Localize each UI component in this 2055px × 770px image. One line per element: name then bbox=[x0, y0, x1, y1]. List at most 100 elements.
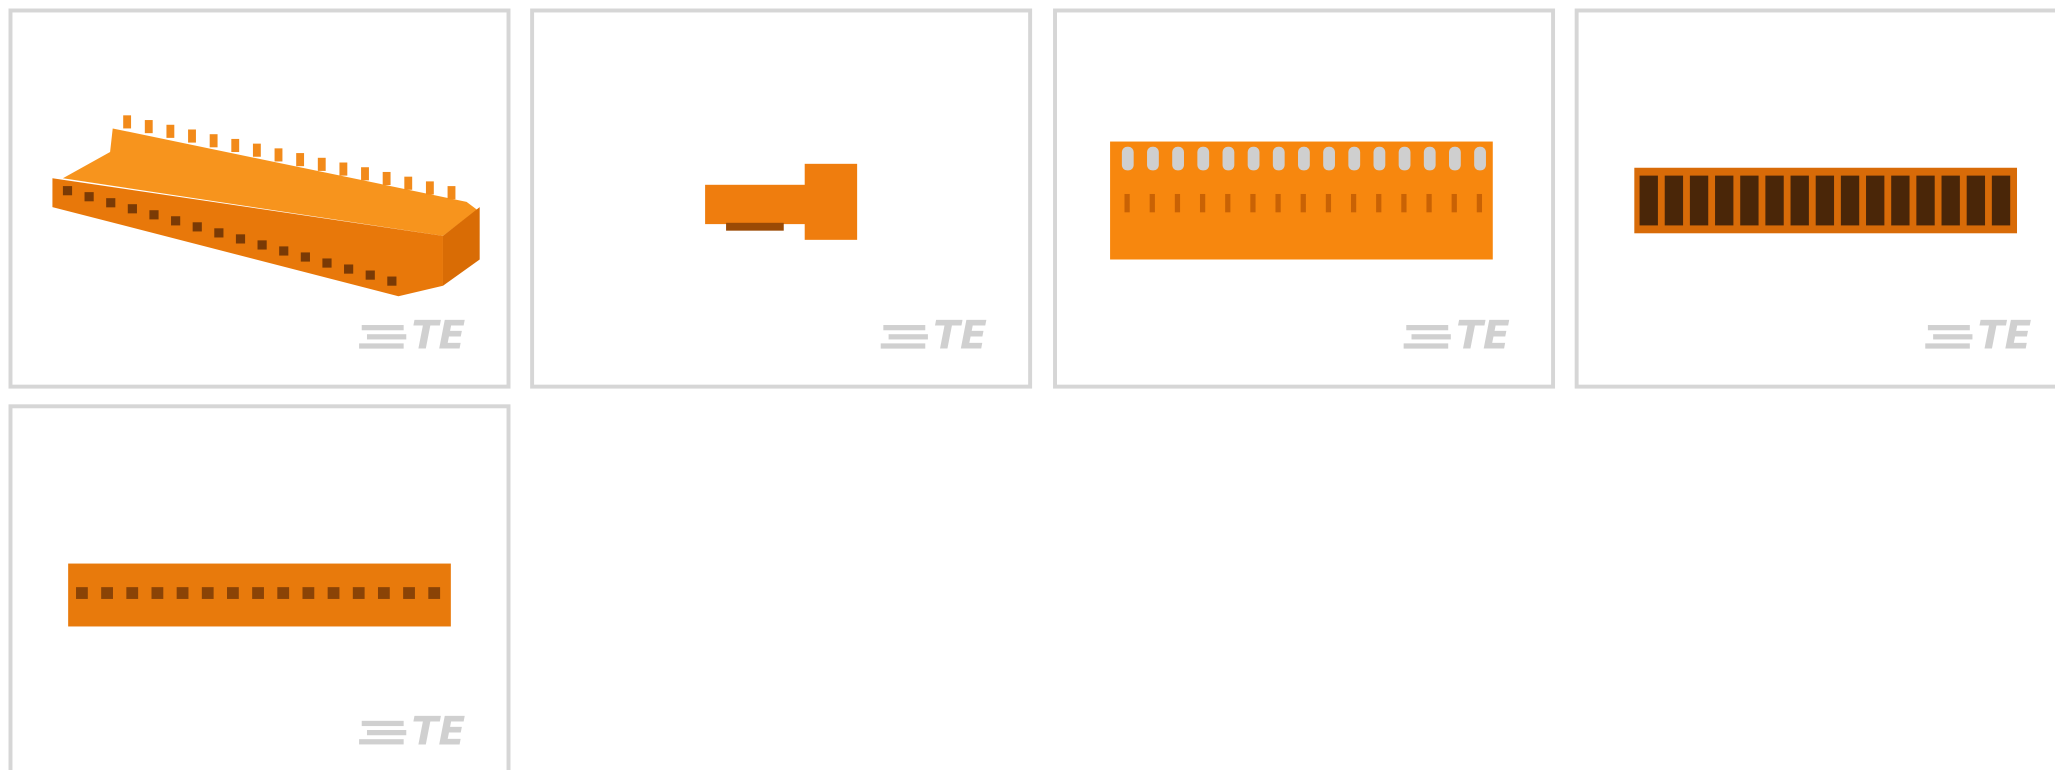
connector-tooth bbox=[209, 134, 218, 148]
connector-slot bbox=[279, 246, 289, 256]
connector-cavity bbox=[1966, 175, 1986, 226]
connector-cavity bbox=[1639, 175, 1658, 226]
connector-cavity bbox=[1689, 175, 1709, 226]
product-tile: TE bbox=[1574, 8, 2055, 389]
connector-tooth bbox=[296, 153, 305, 167]
logo-stripe bbox=[888, 334, 928, 340]
connector-cavity bbox=[1916, 175, 1935, 226]
product-tile: TE bbox=[1053, 8, 1556, 389]
connector-contact bbox=[1323, 146, 1335, 171]
connector-foot bbox=[726, 222, 784, 231]
connector-slot bbox=[1300, 193, 1306, 213]
connector-slot bbox=[171, 216, 181, 226]
connector-contact bbox=[1121, 146, 1134, 171]
connector-tooth bbox=[425, 181, 434, 195]
logo-stripe bbox=[366, 730, 407, 736]
connector-contact bbox=[1373, 146, 1386, 171]
connector-tooth bbox=[274, 148, 283, 162]
connector-tooth bbox=[166, 124, 175, 138]
connector-contact bbox=[1247, 146, 1260, 171]
connector-tooth bbox=[404, 176, 413, 190]
connector-slot bbox=[377, 587, 390, 599]
connector-tooth bbox=[339, 162, 348, 176]
logo-stripe bbox=[1403, 343, 1449, 349]
connector-slot bbox=[1426, 193, 1432, 213]
connector-contact bbox=[1222, 146, 1235, 171]
connector-top bbox=[62, 128, 478, 236]
connector-tooth bbox=[361, 167, 369, 181]
logo-stripe bbox=[1927, 325, 1970, 331]
connector-contact bbox=[1272, 146, 1285, 171]
connector-slot bbox=[302, 587, 315, 599]
connector-slot bbox=[76, 587, 88, 599]
connector-contact bbox=[1172, 146, 1184, 171]
connector-tooth bbox=[317, 157, 326, 171]
connector-slot bbox=[1376, 193, 1382, 213]
brand-logo: TE bbox=[1978, 314, 2032, 359]
logo-stripe bbox=[1925, 343, 1970, 349]
logo-stripe bbox=[1933, 334, 1973, 340]
connector-tooth bbox=[447, 186, 456, 200]
product-tile: TE bbox=[530, 8, 1033, 389]
connector-slot bbox=[428, 587, 441, 599]
connector-cavity bbox=[1866, 175, 1885, 226]
product-tile: TE bbox=[8, 8, 511, 389]
connector-slot bbox=[257, 240, 267, 250]
connector-slot bbox=[1149, 193, 1155, 213]
connector-slot bbox=[201, 587, 214, 599]
connector-slot bbox=[101, 587, 113, 599]
connector-slot bbox=[62, 186, 73, 196]
connector-body bbox=[705, 184, 810, 225]
connector-slot bbox=[235, 234, 246, 244]
connector-tooth bbox=[231, 138, 240, 153]
connector-slot bbox=[192, 222, 202, 232]
connector-contact bbox=[1423, 146, 1436, 171]
connector-tooth bbox=[144, 120, 153, 134]
connector-slot bbox=[149, 210, 159, 220]
connector-slot bbox=[106, 198, 116, 208]
connector-contact bbox=[1474, 146, 1486, 171]
connector-contact bbox=[1197, 146, 1210, 171]
connector-cavity bbox=[1765, 175, 1784, 226]
connector-slot bbox=[214, 228, 224, 238]
connector-slot bbox=[84, 192, 94, 202]
connector-cavity bbox=[1664, 175, 1684, 226]
connector-slot bbox=[1476, 193, 1483, 213]
logo-stripe bbox=[359, 739, 404, 745]
connector-slot bbox=[322, 258, 332, 268]
connector-slot bbox=[365, 270, 375, 280]
connector-slot bbox=[1451, 193, 1457, 213]
connector-slot bbox=[1199, 193, 1206, 213]
connector-slot bbox=[327, 587, 340, 599]
brand-logo: TE bbox=[412, 709, 466, 754]
logo-stripe bbox=[361, 720, 404, 727]
connector-slot bbox=[1350, 193, 1357, 213]
connector-contact bbox=[1398, 146, 1411, 171]
connector-slot bbox=[1275, 193, 1281, 213]
connector-slot bbox=[126, 587, 139, 599]
connector-contact bbox=[1448, 146, 1461, 171]
gallery-grid: TE TE TE TE TE bbox=[8, 8, 2055, 770]
logo-stripe bbox=[366, 334, 407, 340]
brand-logo: TE bbox=[412, 314, 466, 359]
connector-slot bbox=[277, 587, 290, 599]
connector-slot bbox=[1250, 193, 1256, 213]
connector-cavity bbox=[1891, 175, 1910, 226]
brand-logo: TE bbox=[1456, 314, 1510, 359]
connector-slot bbox=[387, 276, 397, 286]
connector-slot bbox=[403, 587, 415, 599]
brand-logo: TE bbox=[933, 314, 987, 359]
connector-slot bbox=[252, 587, 264, 599]
connector-tooth bbox=[252, 143, 261, 157]
logo-stripe bbox=[1411, 334, 1451, 340]
connector-cavity bbox=[1715, 175, 1734, 226]
connector-cavity bbox=[1790, 175, 1809, 226]
connector-tooth bbox=[382, 171, 391, 186]
connector-cavity bbox=[1840, 175, 1860, 226]
product-tile: TE bbox=[8, 404, 511, 770]
connector-latch bbox=[804, 163, 858, 240]
connector-slot bbox=[300, 252, 310, 262]
connector-cavity bbox=[1991, 175, 2011, 226]
